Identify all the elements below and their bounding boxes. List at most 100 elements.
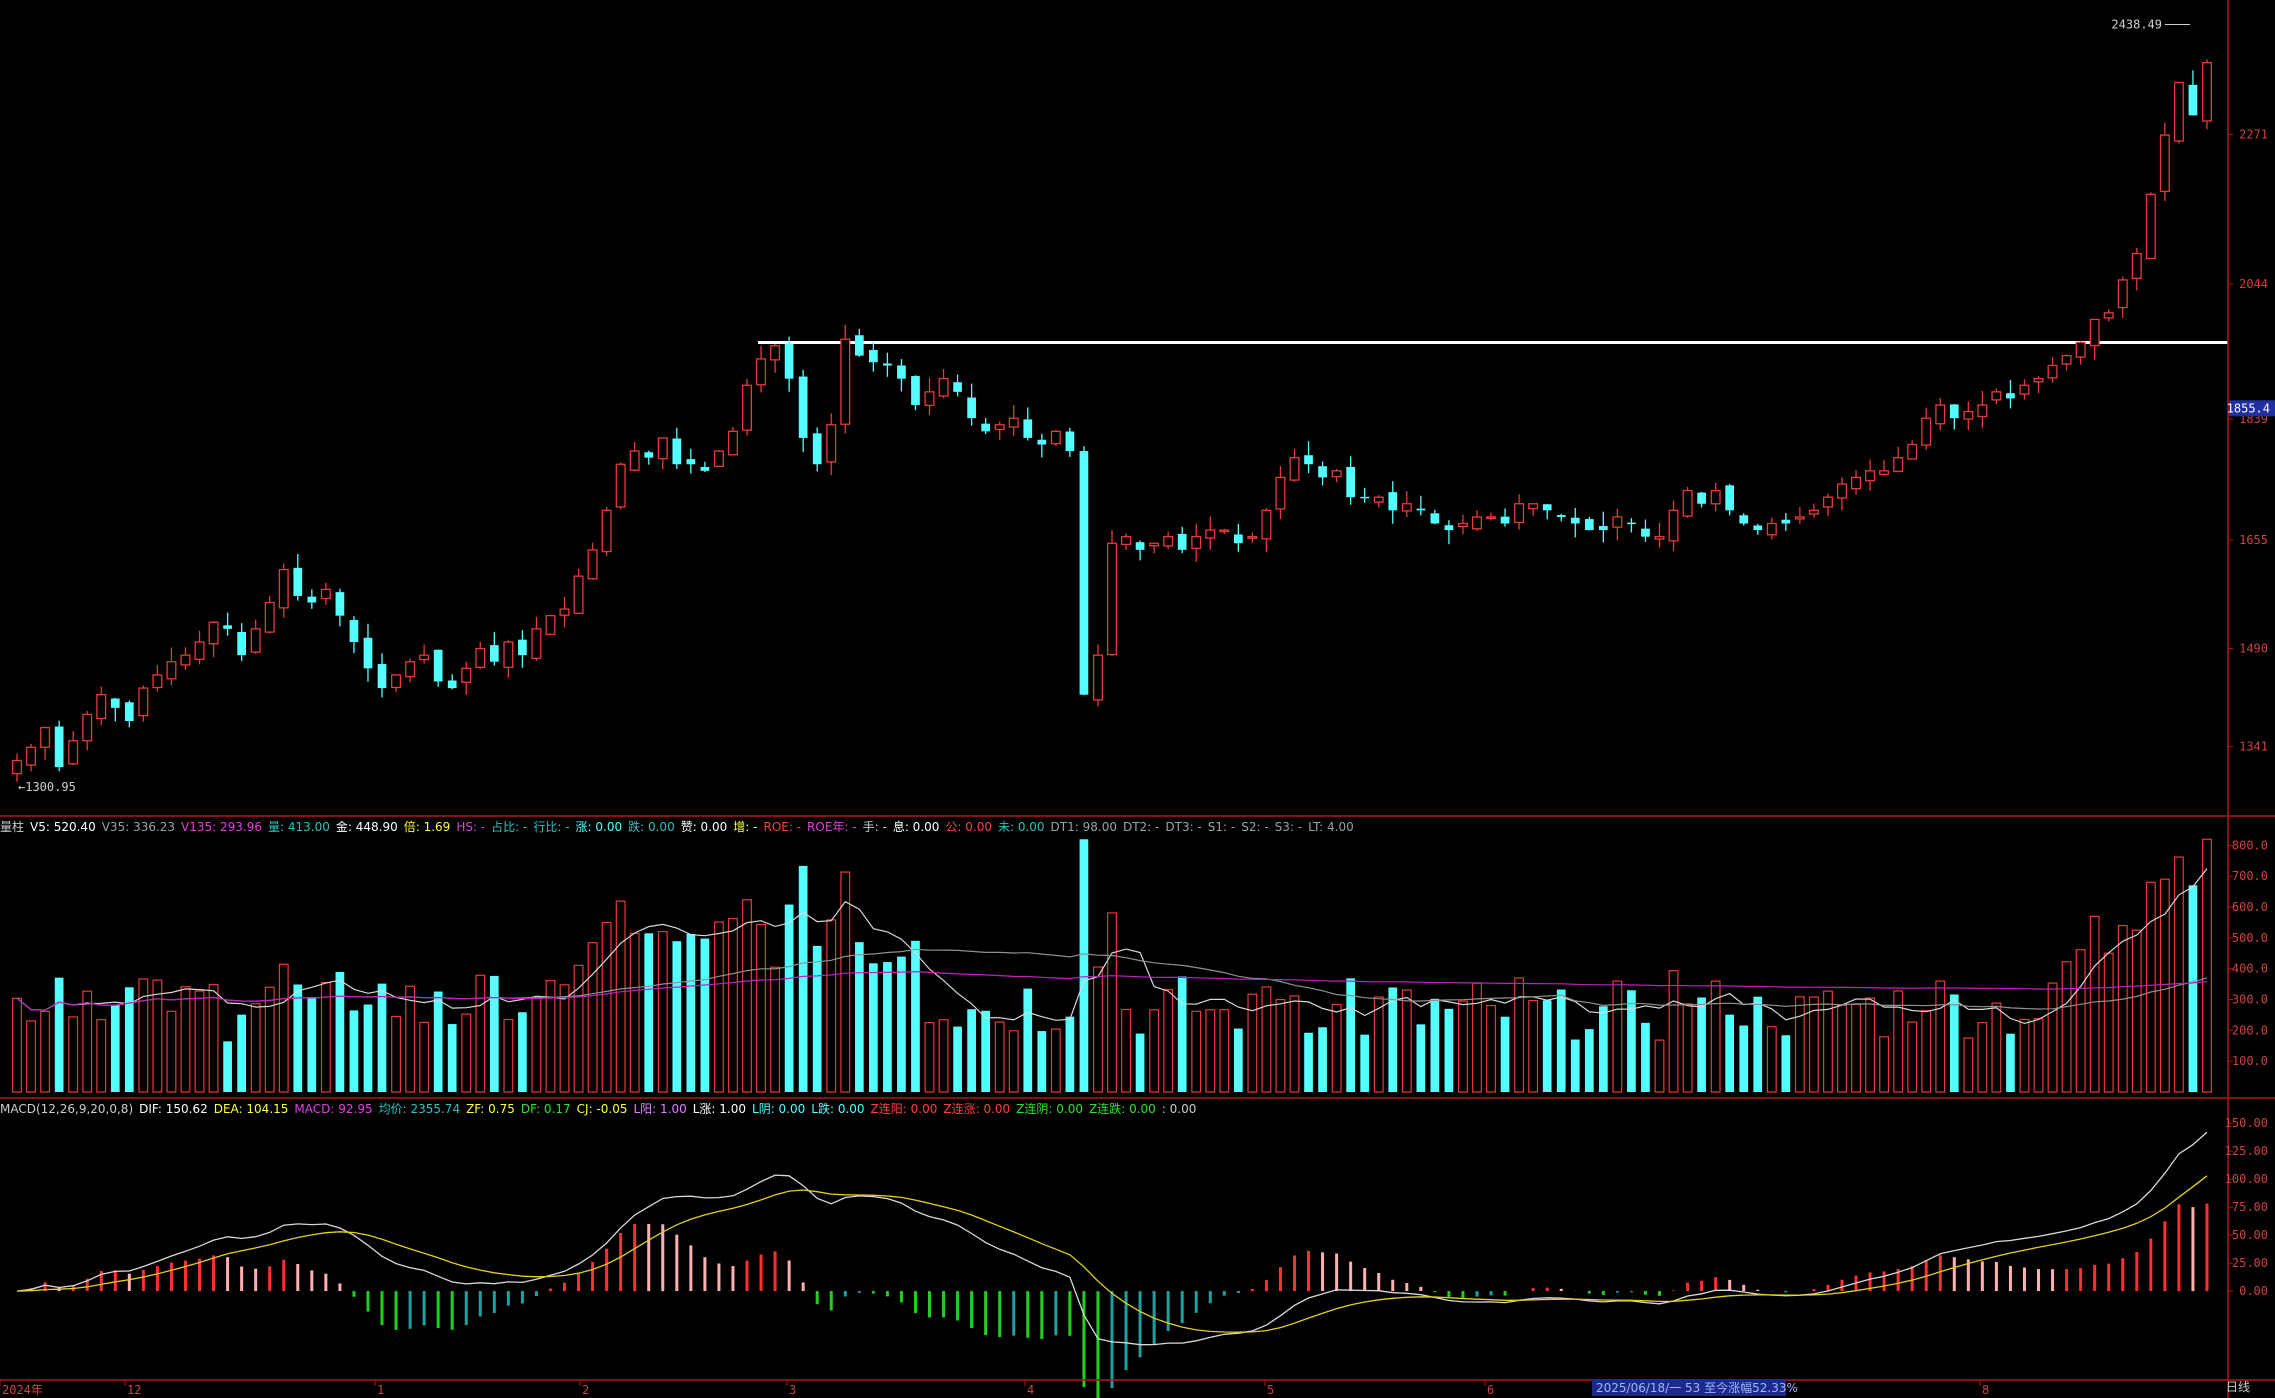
candle-body [1822,496,1833,508]
volume-bar [1500,1016,1510,1092]
volume-ma135-line [16,970,2208,1011]
volume-bar [770,966,781,1093]
volume-bar [1023,988,1033,1092]
volume-bar [1865,997,1876,1093]
candle-body [840,338,851,425]
candle-body [615,463,626,508]
candle-body [1471,516,1482,530]
volume-tick-label: 800.0 [2232,838,2268,852]
candle-body [1697,492,1706,504]
volume-bar [812,945,822,1092]
volume-bar [1528,999,1539,1093]
macd-tick-label: 50.00 [2232,1228,2268,1242]
candle-body [1556,515,1566,517]
time-tick-label: 8 [1982,1383,1989,1397]
macd-tick-label: 150.00 [2225,1116,2268,1130]
candle-body [1135,542,1145,550]
volume-bar [1289,995,1300,1093]
candle-body [2033,378,2044,383]
volume-bar [981,1010,991,1092]
volume-bar [1205,1009,1216,1093]
indicator-value: 赞: 0.00 [680,820,728,834]
volume-bar [1542,1000,1552,1092]
indicator-value: V5: 520.40 [30,820,96,834]
indicator-value: Z连阴: 0.00 [1016,1102,1083,1116]
candle-body [1037,439,1047,445]
candle-body [320,588,331,600]
candle-body [2075,341,2086,358]
volume-bar [503,1018,514,1093]
candle-body [1233,534,1243,544]
period-label[interactable]: 日线 [2226,1380,2251,1394]
candle-body [1949,404,1959,419]
candle-body [812,433,822,465]
volume-bar [1921,1010,1932,1093]
candle-body [1598,526,1608,531]
volume-bar [657,930,668,1093]
candle-body [2047,364,2058,379]
volume-bar [152,979,163,1093]
volume-bar [1233,1028,1243,1092]
candle-body [1879,470,1890,476]
time-tick-label: 3 [789,1383,796,1397]
candle-body [545,615,556,635]
low-price-label: ←1300.95 [18,780,76,794]
candle-body [1851,476,1862,490]
candle-body [1753,525,1763,531]
candle-body [1079,450,1089,695]
volume-bar [433,991,443,1092]
candle-body [1836,483,1847,499]
volume-bar [686,933,696,1092]
candle-body [686,459,696,465]
volume-bar [2159,878,2170,1093]
candle-body [2173,81,2184,142]
volume-bar [1458,1000,1468,1093]
candle-body [349,620,359,642]
volume-bar [475,974,486,1093]
indicator-value: MACD: 92.95 [294,1102,373,1116]
volume-bar [1725,1014,1735,1092]
date-status-bar: 2025/06/18/一 53 至今涨幅52.33% [1592,1380,1798,1396]
volume-bar [447,1024,457,1092]
volume-bar [1037,1031,1047,1092]
candle-body [1584,519,1594,531]
volume-bar [924,1021,935,1093]
candle-body [727,430,738,456]
volume-bar [1149,1009,1160,1093]
volume-bar [223,1041,232,1092]
volume-bar [250,1003,261,1093]
candle-body [1766,522,1777,536]
volume-bar [1822,990,1833,1093]
indicator-value: 均价: 2355.74 [378,1102,461,1116]
candle-body [713,450,724,467]
volume-bar [1163,989,1174,1093]
volume-bar [2131,929,2142,1093]
volume-bar [2103,952,2114,1093]
volume-bar [461,1013,472,1093]
candle-body [194,641,205,660]
indicator-value: 涨: 0.00 [575,820,623,834]
volume-bar [405,985,416,1093]
volume-bar [672,941,682,1092]
volume-bar [1444,1008,1454,1092]
volume-bar [180,986,191,1093]
volume-bar [1331,1003,1342,1093]
volume-bar [1135,1033,1145,1092]
indicator-value: : 0.00 [1161,1102,1197,1116]
candle-body [1865,470,1876,482]
candle-body [1373,496,1384,503]
volume-bar [629,932,640,1093]
volume-bar [68,1016,79,1093]
indicator-value: S3: - [1274,820,1303,834]
volume-bar [208,983,219,1093]
indicator-value: L阳: 1.00 [633,1102,687,1116]
candle-body [1318,466,1327,478]
time-tick-label: 2 [582,1383,589,1397]
candle-body [475,647,486,668]
candle-body [1921,417,1932,446]
candle-body [2145,193,2156,260]
volume-bar [1079,839,1089,1092]
candle-body [1092,654,1103,701]
volume-bar [1388,987,1398,1092]
volume-bar [1682,1003,1693,1093]
